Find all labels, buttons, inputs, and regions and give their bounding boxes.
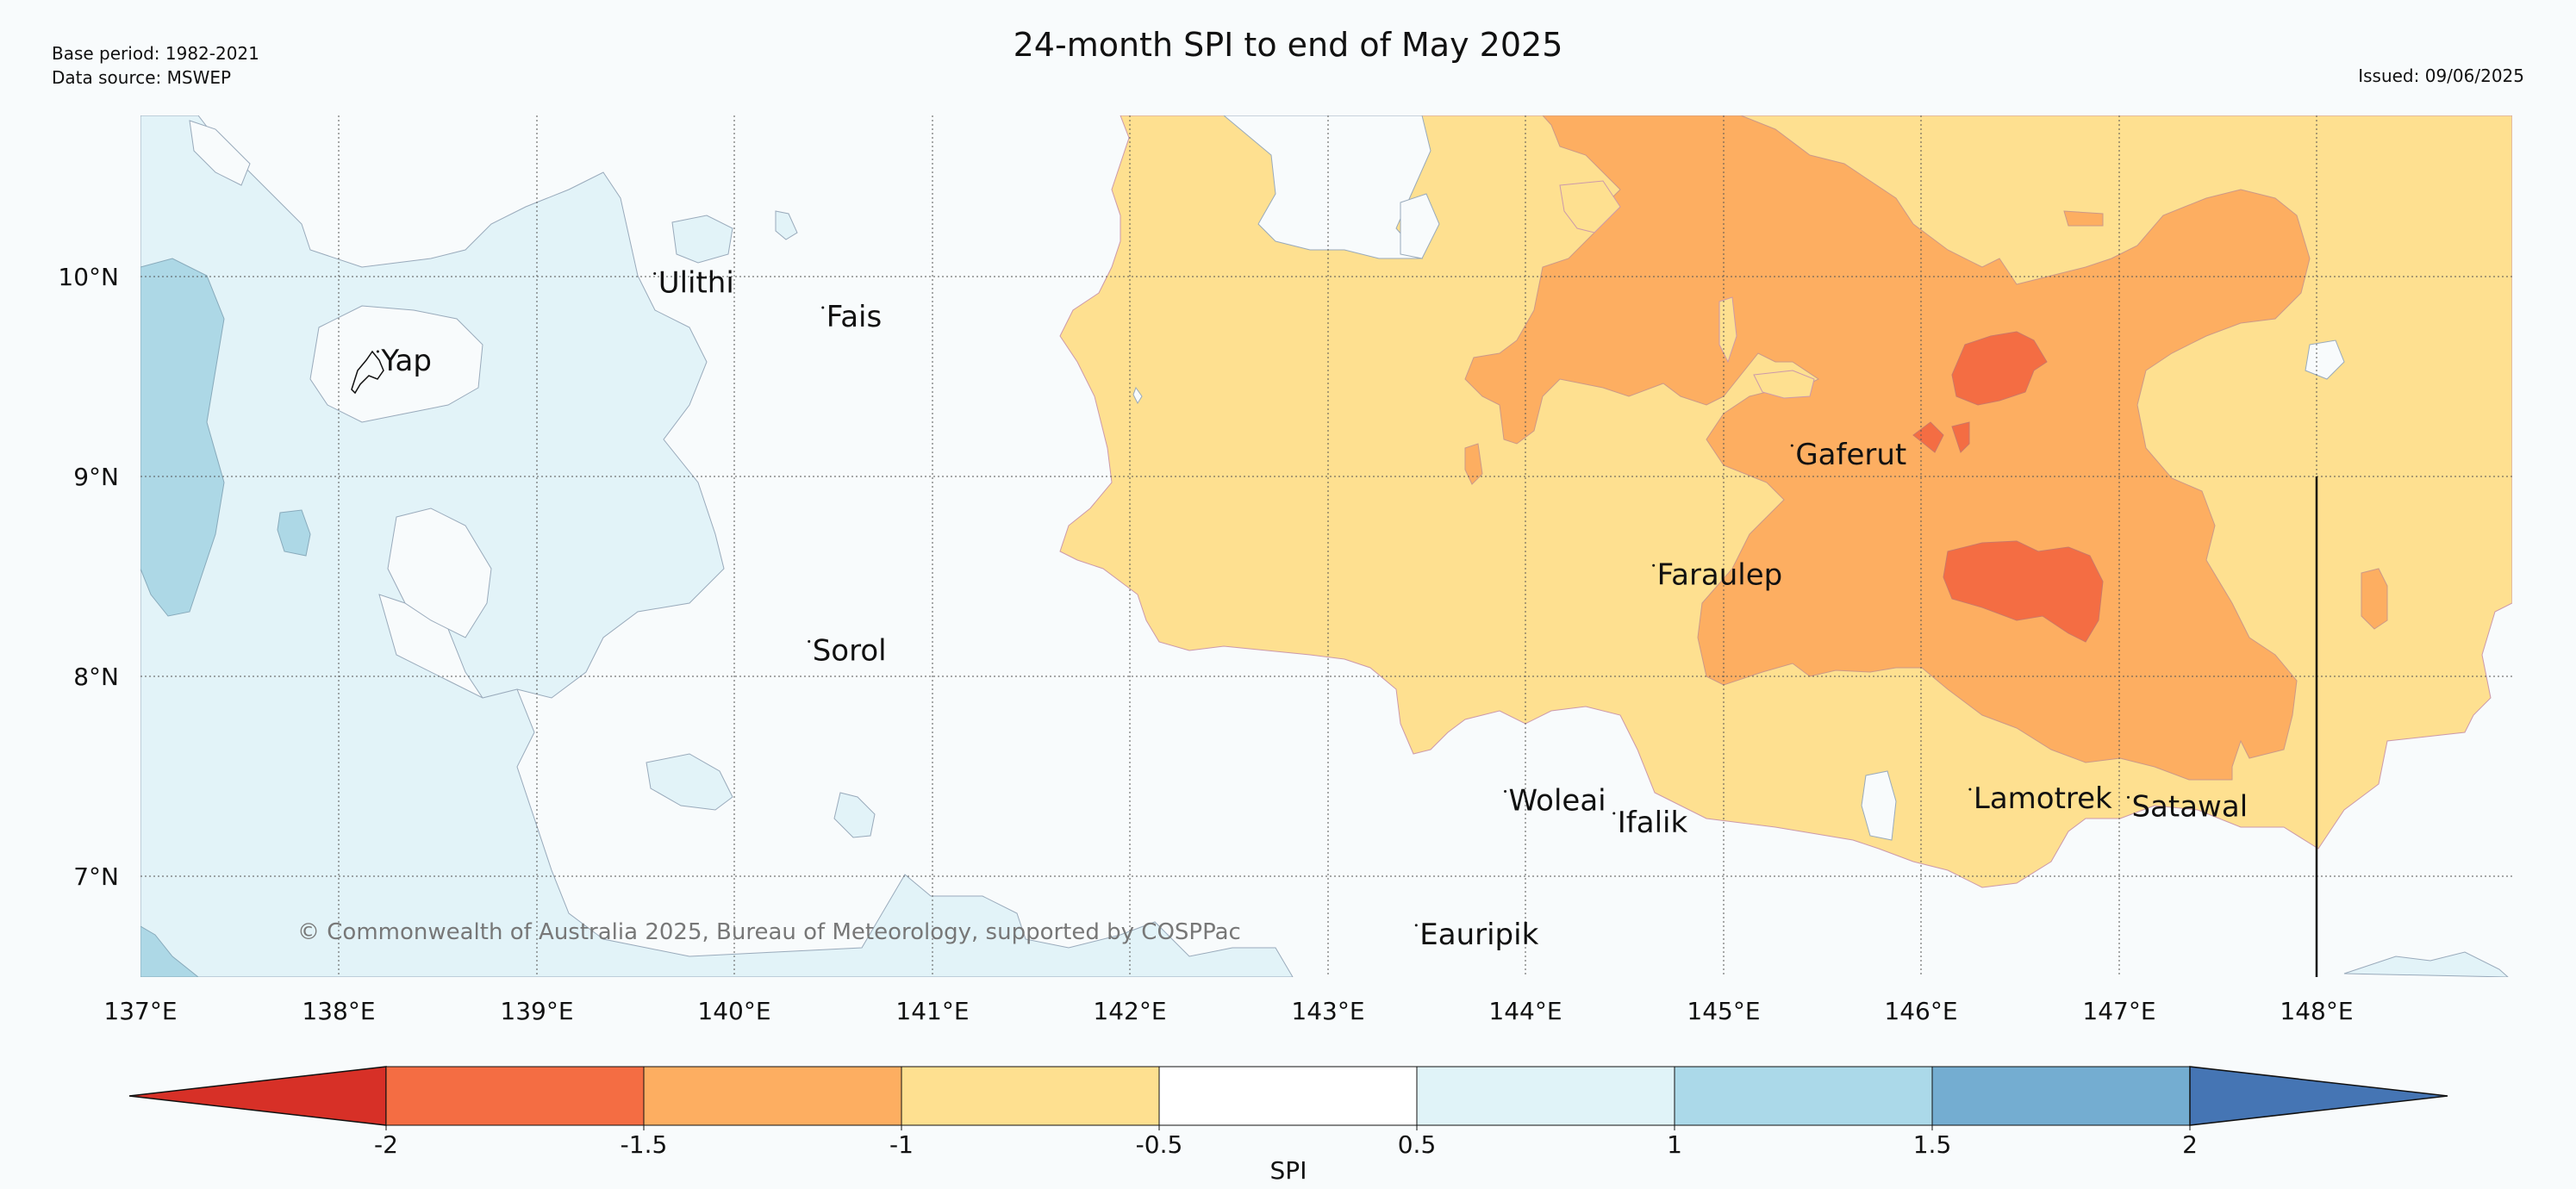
spi-zone-neutral-north xyxy=(1223,115,1431,259)
spi-blob-5 xyxy=(2343,951,2509,977)
place-label: Faraulep xyxy=(1657,557,1783,592)
lat-label: 10°N xyxy=(58,263,119,291)
spi-zone-dry-severe-2 xyxy=(1912,421,1944,453)
colorbar-segment xyxy=(1158,1066,1418,1126)
spi-zone-neutral-ulithi xyxy=(189,120,251,186)
spi-hole-7 xyxy=(1753,370,1815,399)
lon-label: 138°E xyxy=(302,997,375,1025)
colorbar-label: SPI xyxy=(1270,1156,1307,1185)
lon-label: 137°E xyxy=(103,997,177,1025)
place-marker xyxy=(1652,563,1656,567)
lon-label: 142°E xyxy=(1093,997,1166,1025)
lon-label: 141°E xyxy=(895,997,969,1025)
colorbar-tick-label: 0.5 xyxy=(1398,1130,1437,1159)
spi-hole-6 xyxy=(1718,296,1737,364)
place-marker xyxy=(1612,812,1616,815)
colorbar-tick-label: -0.5 xyxy=(1136,1130,1183,1159)
place-marker xyxy=(1504,789,1507,793)
base-period-text: Base period: 1982-2021 xyxy=(52,43,259,64)
spi-zone-dry-severe-4 xyxy=(1943,540,2104,643)
spi-hole-5 xyxy=(1559,180,1621,233)
spi-zone-wet-medium-south xyxy=(140,925,199,977)
colorbar-tick-label: -2 xyxy=(374,1130,398,1159)
colorbar-segment xyxy=(1931,1066,2191,1126)
spi-blob-8 xyxy=(2063,210,2104,227)
lon-label: 145°E xyxy=(1687,997,1760,1025)
colorbar-segment xyxy=(1416,1066,1675,1126)
place-marker xyxy=(821,306,825,309)
spi-blob-3 xyxy=(646,753,733,811)
spi-blob-1 xyxy=(671,215,733,264)
map-title: 24-month SPI to end of May 2025 xyxy=(1013,26,1563,64)
colorbar-segment xyxy=(643,1066,902,1126)
lon-label: 139°E xyxy=(500,997,573,1025)
spi-blob-2 xyxy=(775,210,798,240)
spi-field xyxy=(140,115,2512,977)
yap-island-outline xyxy=(351,350,384,395)
spi-zone-dry-severe xyxy=(1951,331,2048,406)
lat-label: 9°N xyxy=(73,463,119,491)
colorbar-segment xyxy=(901,1066,1160,1126)
spi-zone-neutral-west xyxy=(387,507,492,638)
colorbar-tick-label: 1 xyxy=(1667,1130,1682,1159)
place-label: Satawal xyxy=(2131,789,2248,824)
spi-zone-dry-severe-3 xyxy=(1951,421,1970,453)
place-marker xyxy=(1790,444,1793,447)
place-label: Eauripik xyxy=(1419,918,1538,952)
colorbar-extend-high xyxy=(2189,1066,2448,1126)
spi-hole-2 xyxy=(2305,339,2345,380)
spi-blob-7 xyxy=(2361,568,2388,630)
spi-hole-4 xyxy=(1132,386,1143,405)
lon-label: 147°E xyxy=(2082,997,2155,1025)
place-labels: Yap Ulithi Fais Sorol Gaferut Faraulep Woleai I… xyxy=(376,266,2248,952)
lon-label: 143°E xyxy=(1291,997,1364,1025)
place-label: Lamotrek xyxy=(1974,781,2112,816)
colorbar-tick-label: -1.5 xyxy=(621,1130,668,1159)
colorbar-tick-label: 1.5 xyxy=(1913,1130,1952,1159)
lat-label: 8°N xyxy=(73,663,119,691)
place-label: Yap xyxy=(380,344,432,378)
colorbar-tick-label: -1 xyxy=(889,1130,914,1159)
spi-blob-4 xyxy=(833,792,876,838)
copyright-text: © Commonwealth of Australia 2025, Bureau… xyxy=(297,919,1241,945)
place-marker xyxy=(653,272,657,276)
place-label: Ulithi xyxy=(658,266,734,301)
place-marker xyxy=(376,350,379,353)
place-label: Sorol xyxy=(813,633,887,668)
place-label: Fais xyxy=(826,300,882,334)
map-metadata: Base period: 1982-2021 Data source: MSWE… xyxy=(52,41,259,90)
lon-label: 148°E xyxy=(2280,997,2353,1025)
place-marker xyxy=(808,639,811,643)
issued-date: Issued: 09/06/2025 xyxy=(2358,65,2524,86)
lon-label: 144°E xyxy=(1488,997,1562,1025)
lon-label: 140°E xyxy=(697,997,770,1025)
axis-labels: 137°E 138°E 139°E 140°E 141°E 142°E 143°… xyxy=(58,263,2353,1025)
place-marker xyxy=(1414,924,1418,927)
place-label: Woleai xyxy=(1509,783,1606,818)
place-marker xyxy=(1968,787,1972,791)
spi-zone-neutral-yap xyxy=(309,305,483,423)
spi-blob-6 xyxy=(1464,443,1483,485)
colorbar-tick-label: 2 xyxy=(2182,1130,2198,1159)
spi-hole-3 xyxy=(1861,770,1897,841)
data-source-text: Data source: MSWEP xyxy=(52,67,232,88)
place-marker xyxy=(2126,795,2130,799)
colorbar-extend-low xyxy=(128,1066,387,1126)
place-label: Gaferut xyxy=(1795,438,1906,472)
lon-label: 146°E xyxy=(1884,997,1957,1025)
lat-label: 7°N xyxy=(73,862,119,891)
colorbar-segment xyxy=(385,1066,645,1126)
colorbar: -2 -1.5 -1 -0.5 0.5 1 1.5 2 xyxy=(128,1066,2448,1159)
spi-hole-1 xyxy=(1400,193,1440,259)
colorbar-segment xyxy=(1674,1066,1933,1126)
spi-zone-wet-medium xyxy=(140,258,225,617)
spi-zone-wet-medium-spot xyxy=(277,509,311,557)
place-label: Ifalik xyxy=(1618,806,1688,840)
